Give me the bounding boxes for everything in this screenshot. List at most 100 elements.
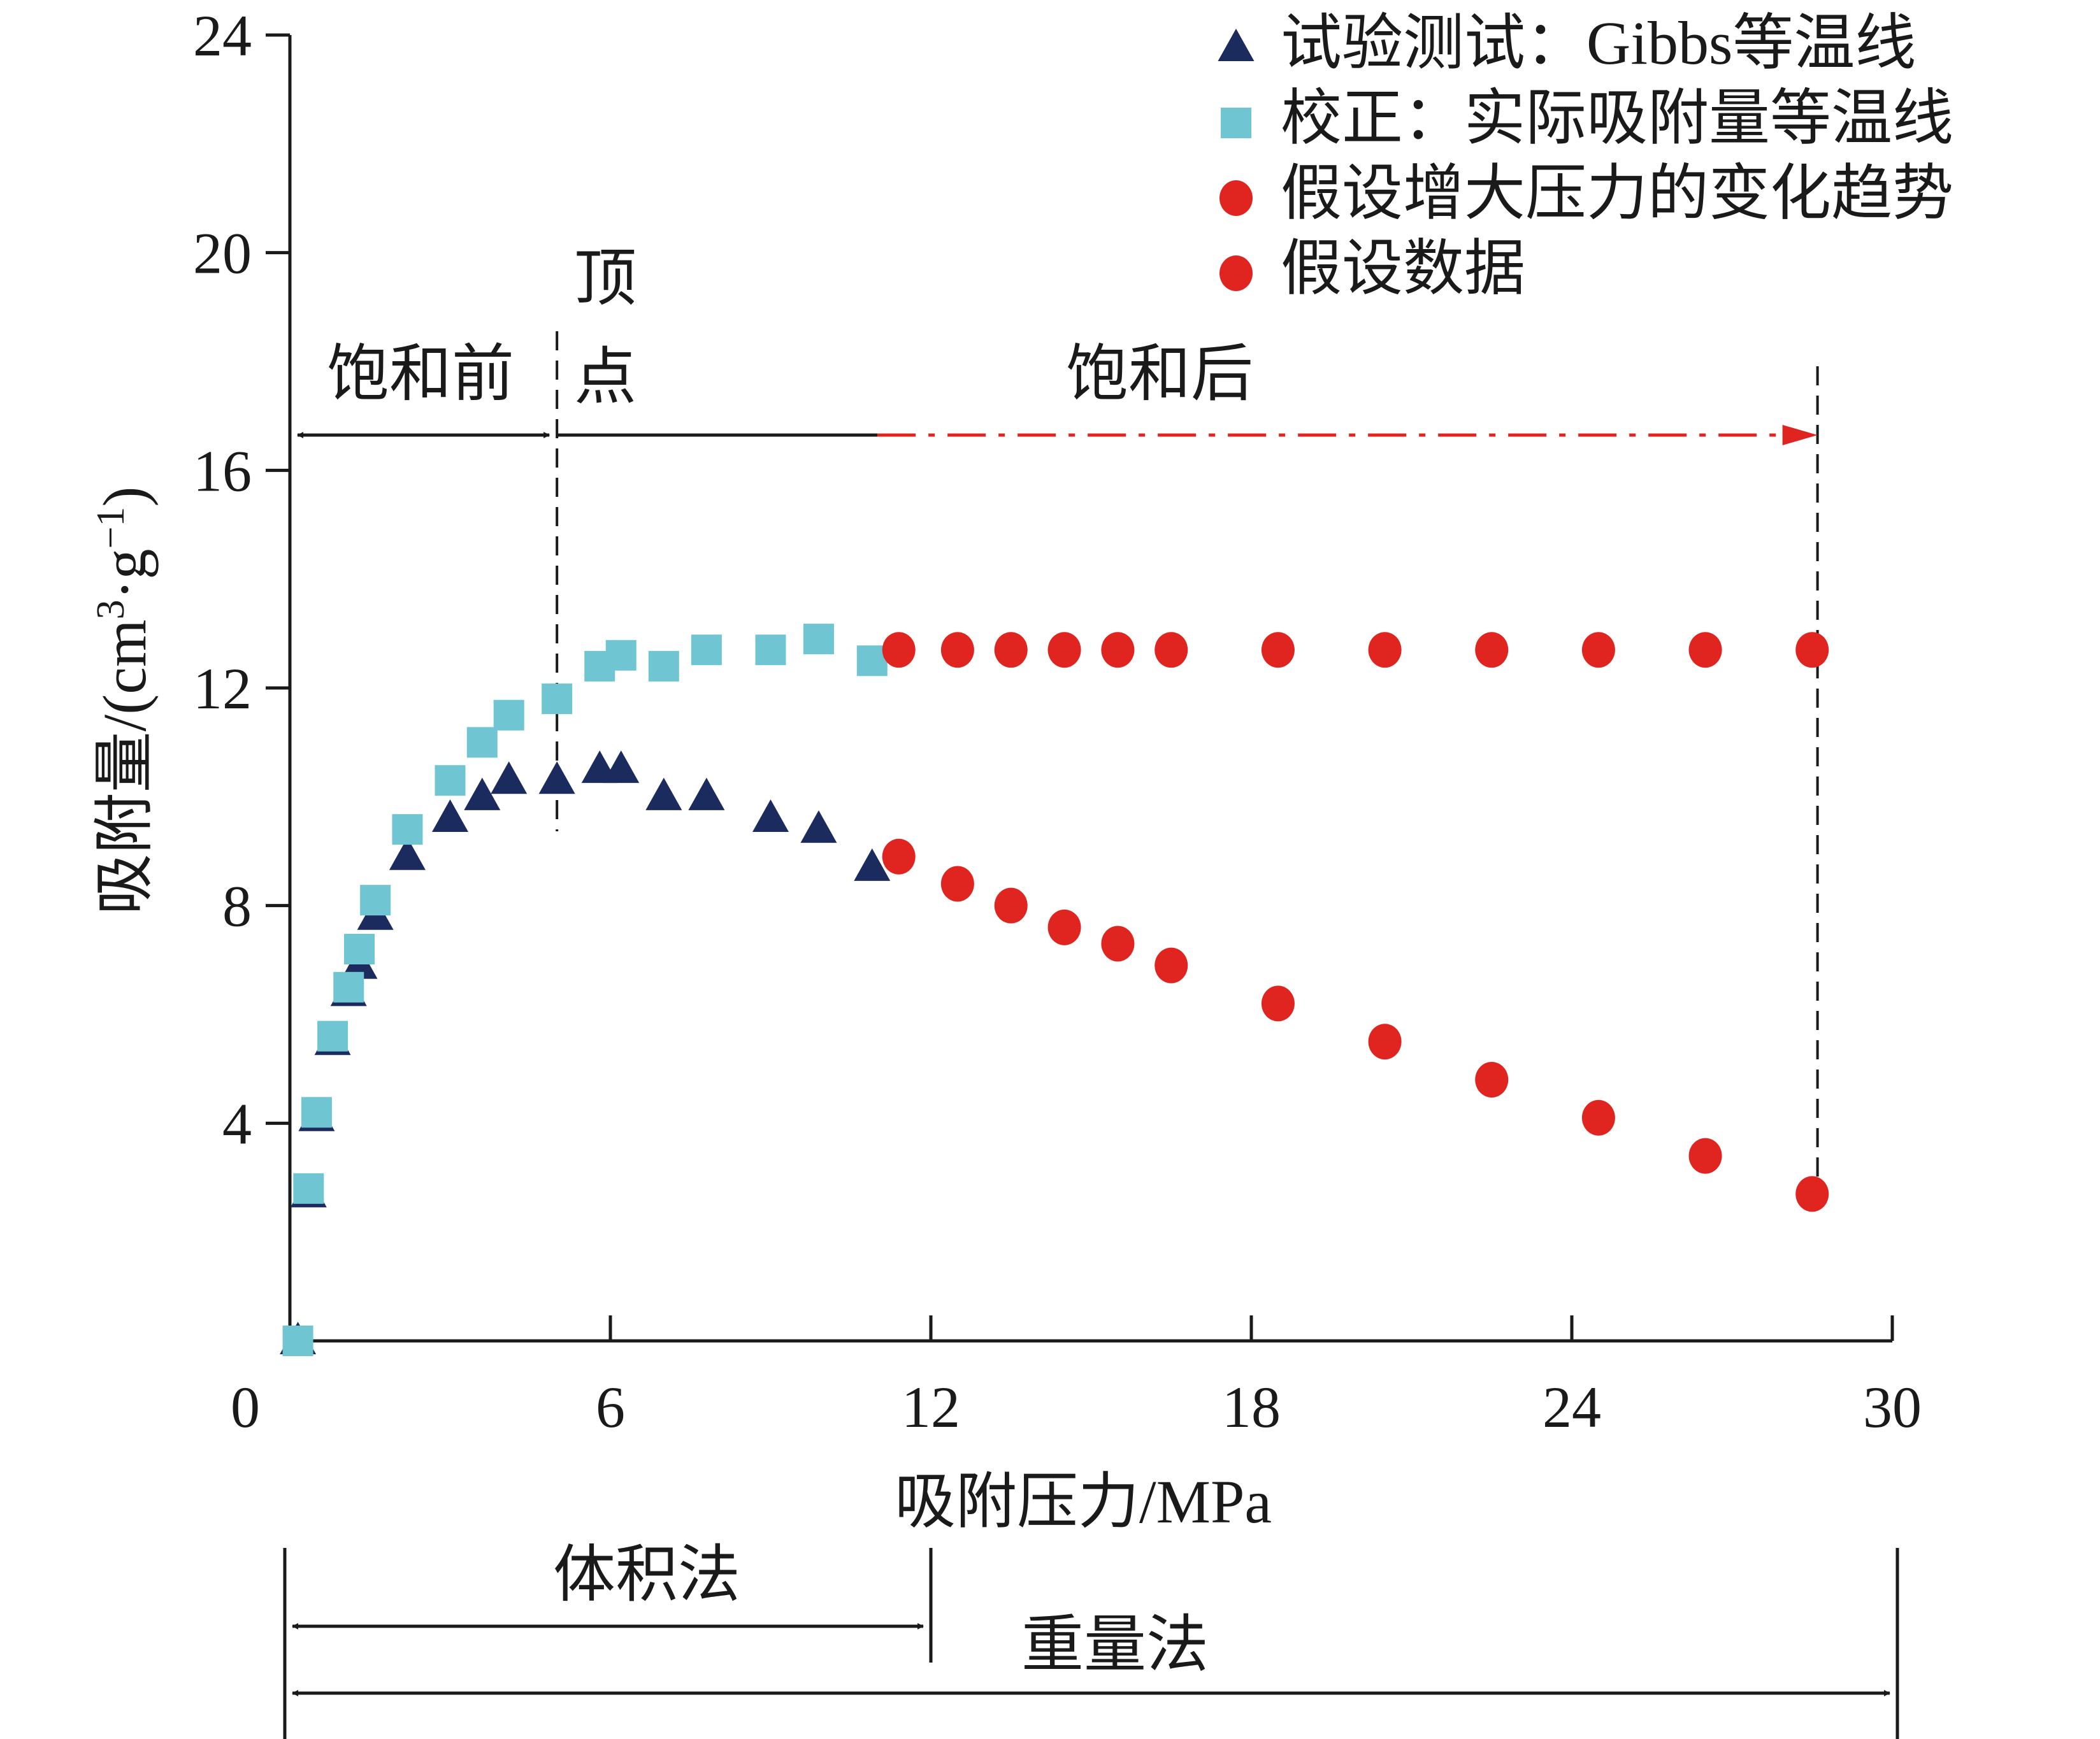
after-saturation-label: 饱和后 [1066,340,1253,409]
x-axis-title: 吸附压力/MPa [895,1468,1272,1536]
vertex-label-line1: 顶 [574,245,636,313]
corrected-point [317,1020,349,1052]
gibbs-point [603,750,640,784]
hypothetical-point [994,887,1028,924]
gibbs-point [752,799,789,832]
legend-marker-triangle [1218,29,1255,61]
hypothetical-point [1101,926,1135,962]
gibbs-point [688,777,725,810]
hypothetical-point [1581,1099,1615,1136]
y-tick-label: 24 [193,3,252,68]
gibbs-point [464,777,501,810]
gravimetric-method-label: 重量法 [1021,1611,1209,1680]
series-gibbs [280,750,891,1354]
legend: 试验测试：Gibbs等温线 校正：实际吸附量等温线 假设增大压力的变化趋势 假设… [1218,9,1953,303]
legend-item-hypothetical: 假设数据 [1219,234,1525,303]
hypothetical-point [1154,947,1188,984]
corrected-point [333,971,364,1003]
legend-label-corrected: 校正：实际吸附量等温线 [1281,84,1953,152]
axes: 4 8 12 16 20 24 0 6 12 18 24 30 [193,3,1922,1440]
legend-item-trend: 假设增大压力的变化趋势 [1219,159,1953,227]
legend-marker-circle-hypothetical [1219,255,1253,291]
before-saturation-label: 饱和前 [327,340,514,409]
gibbs-point [491,761,528,794]
trend-point [1688,632,1722,668]
corrected-point [293,1173,324,1204]
y-axis-title: 吸附量/(cm3·g−1) [89,487,159,915]
gibbs-point [432,799,468,832]
y-axis-title-end: ) [90,487,159,507]
trend-point [1261,632,1295,668]
corrected-point [648,650,679,682]
legend-marker-circle-trend [1219,180,1253,216]
legend-marker-shape [1219,180,1253,216]
corrected-point [360,885,391,916]
trend-point [1101,632,1135,668]
corrected-point [392,814,423,845]
annotations: 饱和前 顶 点 饱和后 体积法 重量法 [327,245,1253,1680]
hypothetical-point [1261,985,1295,1022]
corrected-point [435,765,466,796]
y-axis-title-sup2: −1 [89,507,133,549]
y-tick-label: 4 [222,1091,252,1156]
legend-marker-shape [1219,255,1253,291]
legend-label-hypothetical: 假设数据 [1281,234,1525,303]
y-tick-label: 20 [193,221,252,286]
y-axis-title-main: 吸附量/(cm [90,619,159,915]
x-tick-label: 24 [1543,1375,1601,1440]
corrected-point [803,624,834,655]
hypothetical-point [1688,1138,1722,1174]
corrected-point [605,640,636,671]
guide-lines [283,331,1899,1739]
gibbs-point [800,810,837,843]
x-tick-label: 0 [231,1375,260,1440]
hypothetical-point [1795,1176,1829,1212]
corrected-point [542,683,573,715]
y-axis-title-sup1: 3 [89,599,133,619]
hypothetical-point [1368,1024,1402,1060]
legend-marker-shape [1218,29,1255,61]
corrected-point [466,727,498,758]
corrected-point [301,1097,332,1128]
gibbs-point [645,777,682,810]
hypothetical-point [940,866,974,902]
gibbs-point [389,837,426,870]
vertex-label-line2: 点 [574,343,636,412]
x-tick-label: 6 [596,1375,625,1440]
trend-point [1368,632,1402,668]
red-arrowhead [1782,425,1818,445]
x-tick-label: 30 [1863,1375,1922,1440]
trend-point [1047,632,1081,668]
volumetric-method-label: 体积法 [553,1541,740,1610]
trend-point [1795,632,1829,668]
x-tick-label: 18 [1222,1375,1281,1440]
trend-point [1475,632,1509,668]
trend-point [1154,632,1188,668]
y-tick-label: 16 [193,438,252,503]
series-trend [882,632,1829,668]
hypothetical-point [882,838,916,875]
gibbs-point [854,848,891,881]
series-corrected [282,624,888,1356]
y-axis-title-mid: ·g [90,549,159,600]
y-tick-label: 8 [222,874,252,939]
series-hypothetical [882,838,1829,1212]
x-tick-label: 12 [902,1375,960,1440]
corrected-point [282,1326,313,1356]
trend-point [994,632,1028,668]
data-marks [280,624,1829,1356]
legend-marker-square [1221,108,1251,138]
corrected-point [343,934,375,964]
gibbs-point [538,761,575,794]
legend-item-gibbs: 试验测试：Gibbs等温线 [1218,9,1916,77]
corrected-point [755,634,786,666]
hypothetical-point [1475,1062,1509,1098]
corrected-point [691,634,722,666]
trend-point [882,632,916,668]
legend-label-trend: 假设增大压力的变化趋势 [1281,159,1953,227]
legend-marker-shape [1221,108,1251,138]
corrected-point [493,699,524,731]
trend-point [940,632,974,668]
legend-item-corrected: 校正：实际吸附量等温线 [1221,84,1953,152]
